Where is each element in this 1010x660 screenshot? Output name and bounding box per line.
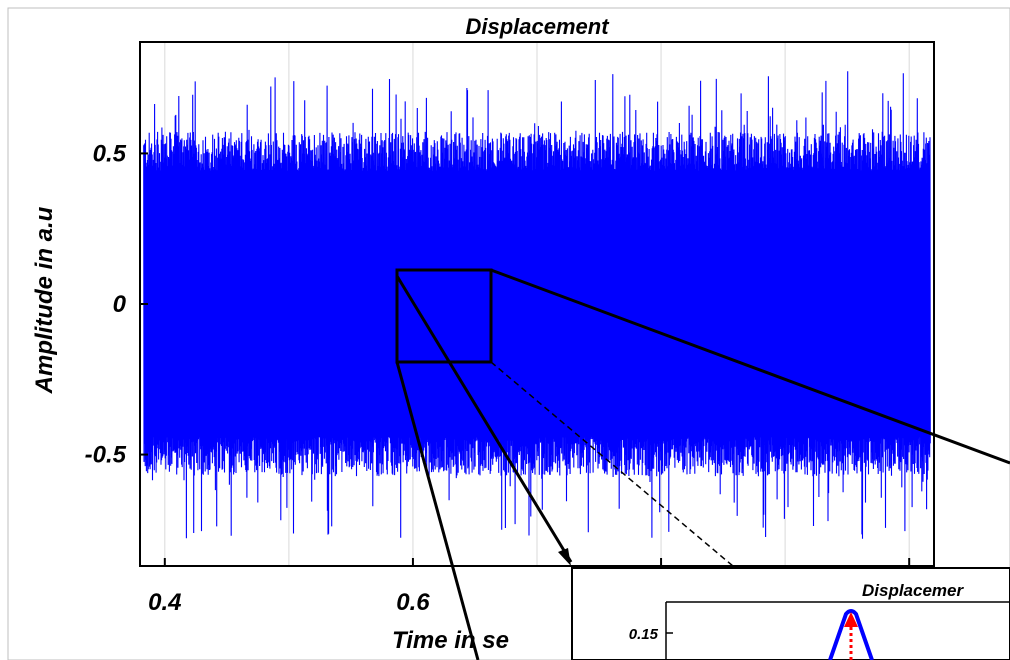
zoom-box [395,268,493,364]
inset-peak-arrow [844,612,858,627]
connector-line-top [490,268,1010,465]
x-tick-label: 0.6 [396,589,430,616]
x-tick-label: 0.4 [148,589,181,616]
connector-line-bottom [395,361,480,660]
main-x-axis-label: Time in se [392,627,509,654]
signal-line [143,71,931,539]
main-signal [143,71,931,539]
inset-panel [571,567,1010,660]
inset-title: Displacemer [862,581,964,600]
y-tick-label: 0.5 [93,140,127,167]
inset-signal-peak [828,609,874,660]
connector-line-diagonal [395,275,573,563]
y-tick-label: 0 [113,291,127,318]
main-y-axis-label: Amplitude in a.u [31,206,58,394]
y-tick-label: -0.5 [85,442,127,469]
inset-y-tick-label: 0.15 [629,626,659,643]
connector-arrowhead [558,548,571,566]
main-y-ticks: 0.5 0 -0.5 [85,140,148,469]
main-title: Displacement [465,14,610,39]
figure-border [7,7,1010,660]
connector-line-dashed [490,361,741,573]
